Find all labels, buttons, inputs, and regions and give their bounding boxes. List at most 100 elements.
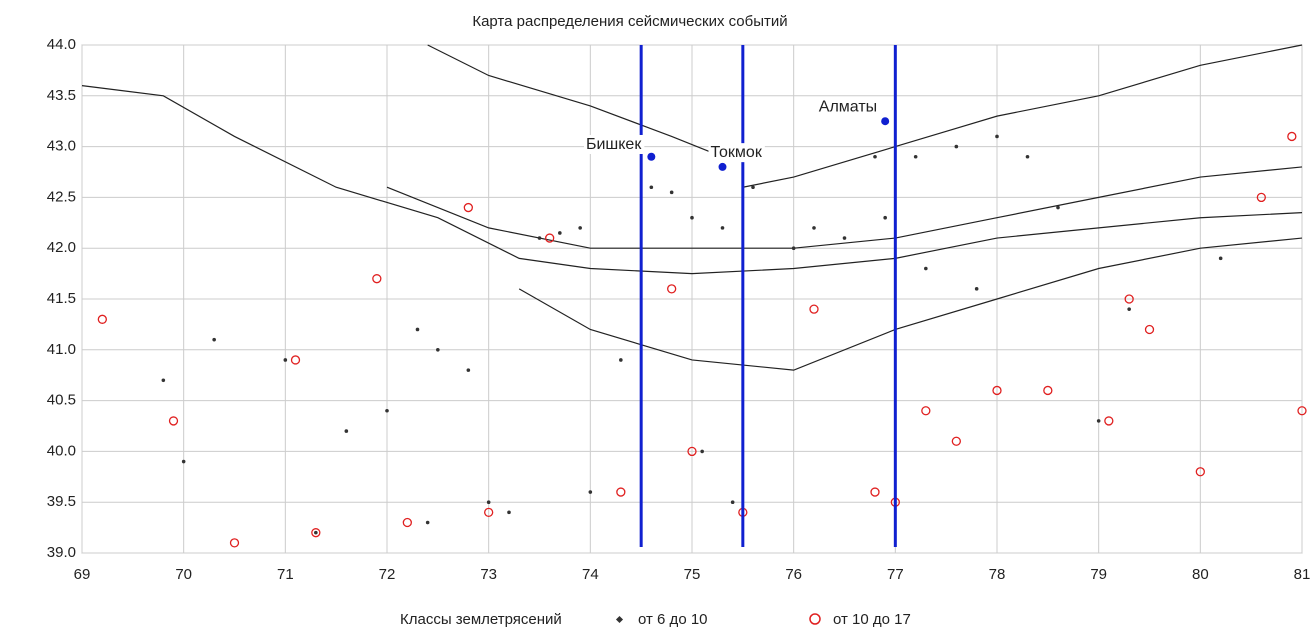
x-tick-label: 73 xyxy=(480,566,497,583)
large-event xyxy=(290,355,301,365)
small-event xyxy=(669,190,674,195)
y-tick-label: 44.0 xyxy=(47,36,76,53)
x-tick-label: 77 xyxy=(887,566,904,583)
city-marker xyxy=(647,152,656,161)
small-event xyxy=(212,337,216,342)
large-event xyxy=(402,517,412,528)
large-event xyxy=(1297,406,1307,416)
large-event xyxy=(667,284,677,294)
y-tick-label: 43.0 xyxy=(47,138,76,155)
large-event xyxy=(484,507,494,518)
y-tick-label: 43.5 xyxy=(47,87,76,104)
small-event xyxy=(1056,205,1060,210)
large-event xyxy=(545,233,555,243)
small-event xyxy=(1025,154,1030,159)
large-event xyxy=(97,314,107,324)
small-event xyxy=(344,429,349,433)
large-event xyxy=(809,304,819,314)
small-event xyxy=(1127,307,1131,311)
small-event xyxy=(974,287,979,291)
small-event xyxy=(690,215,694,220)
small-event xyxy=(1218,256,1223,261)
large-event xyxy=(992,385,1002,396)
large-event xyxy=(921,406,931,416)
x-tick-label: 75 xyxy=(684,566,701,583)
large-event xyxy=(1256,192,1266,203)
y-tick-label: 40.5 xyxy=(47,392,76,409)
city-marker xyxy=(881,117,890,126)
small-event xyxy=(751,185,755,190)
y-tick-label: 39.5 xyxy=(47,493,76,510)
x-tick-label: 80 xyxy=(1192,566,1209,583)
y-tick-label: 41.0 xyxy=(47,341,76,358)
small-event xyxy=(415,327,420,332)
legend-label: от 6 до 10 xyxy=(638,611,708,628)
large-event xyxy=(1043,385,1053,396)
small-event xyxy=(537,236,542,240)
small-event xyxy=(924,266,928,271)
small-event xyxy=(649,185,654,190)
legend-marker xyxy=(809,613,821,625)
legend-marker xyxy=(615,615,624,624)
large-event xyxy=(372,274,382,284)
small-event xyxy=(720,226,725,230)
city-label: Бишкек xyxy=(586,136,642,153)
fault-line xyxy=(427,44,723,158)
x-tick-label: 74 xyxy=(582,566,599,583)
city-marker xyxy=(718,162,727,171)
y-tick-label: 42.5 xyxy=(47,188,76,205)
small-event xyxy=(588,490,593,494)
small-event xyxy=(385,408,389,413)
y-tick-label: 41.5 xyxy=(47,290,76,307)
small-event xyxy=(873,154,877,159)
x-tick-label: 71 xyxy=(277,566,294,583)
small-event xyxy=(486,500,491,505)
city-label-bg xyxy=(816,97,880,117)
small-event xyxy=(619,358,623,362)
city-label: Токмок xyxy=(711,144,763,161)
large-event xyxy=(1144,324,1155,335)
x-tick-label: 72 xyxy=(379,566,396,583)
x-tick-label: 76 xyxy=(785,566,802,583)
large-event xyxy=(168,416,179,426)
x-tick-label: 70 xyxy=(175,566,192,583)
large-event xyxy=(1195,467,1205,477)
small-event xyxy=(181,459,186,464)
x-tick-label: 79 xyxy=(1090,566,1107,583)
y-tick-label: 40.0 xyxy=(47,442,76,459)
x-tick-label: 69 xyxy=(74,566,91,583)
small-event xyxy=(466,368,471,372)
legend-title: Классы землетрясений xyxy=(400,611,562,628)
small-event xyxy=(425,520,430,525)
small-event xyxy=(558,231,562,235)
x-tick-label: 81 xyxy=(1294,566,1310,583)
small-event xyxy=(161,378,166,383)
small-event xyxy=(730,500,735,505)
small-event xyxy=(812,226,816,230)
large-event xyxy=(951,436,961,446)
large-event xyxy=(1124,294,1134,304)
y-tick-label: 42.0 xyxy=(47,239,76,256)
small-event xyxy=(578,226,582,230)
small-event xyxy=(436,348,440,352)
large-event xyxy=(311,528,321,538)
x-tick-label: 78 xyxy=(989,566,1006,583)
small-event xyxy=(842,236,847,240)
small-event xyxy=(700,449,704,454)
small-event xyxy=(883,215,887,220)
fault-line xyxy=(742,44,1303,188)
city-label-bg xyxy=(583,134,645,154)
small-event xyxy=(507,510,511,515)
city-label: Алматы xyxy=(819,98,877,115)
small-event xyxy=(913,154,918,159)
large-event xyxy=(1104,416,1114,426)
chart-title: Карта распределения сейсмических событий xyxy=(472,13,787,30)
large-event xyxy=(229,538,240,548)
y-tick-label: 39.0 xyxy=(47,544,76,561)
small-event xyxy=(283,358,288,362)
small-event xyxy=(314,530,318,535)
city-label-bg xyxy=(708,143,765,163)
large-event xyxy=(463,202,473,213)
